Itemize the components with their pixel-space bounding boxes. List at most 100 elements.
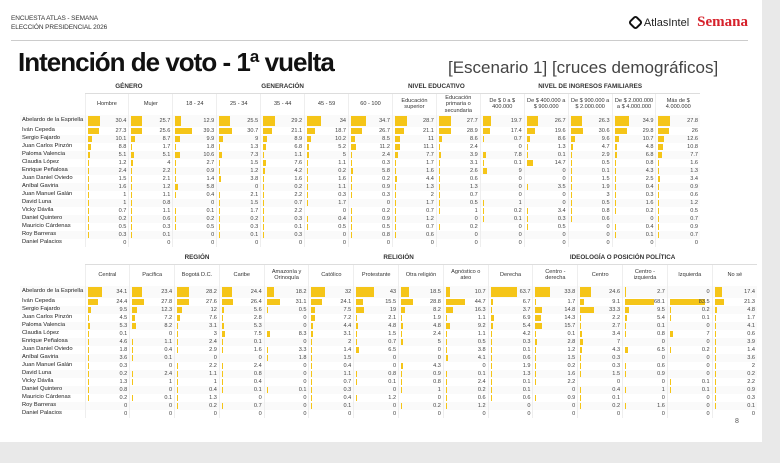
- value-cell: 0: [655, 239, 700, 247]
- value-cell: 25.6: [128, 127, 173, 135]
- value-bar: [445, 387, 447, 393]
- value-bar: [401, 287, 409, 297]
- value-text: 0: [518, 144, 522, 150]
- column-header: 60 - 100: [348, 93, 393, 115]
- value-bar: [570, 168, 572, 174]
- value-bar: [614, 176, 616, 182]
- value-cell: 0.4: [129, 346, 175, 354]
- value-cell: 1.2: [128, 183, 173, 191]
- value-bar: [445, 347, 448, 353]
- value-bar: [132, 299, 144, 305]
- value-bar: [219, 216, 221, 222]
- value-text: 1.3: [557, 144, 566, 150]
- value-text: 2.7: [612, 323, 621, 329]
- value-bar: [87, 176, 89, 182]
- value-text: 0: [255, 184, 259, 190]
- value-bar: [394, 136, 400, 142]
- candidate-name: Juan Carlos Pinzón: [22, 143, 73, 150]
- value-text: 0: [706, 395, 710, 401]
- value-cell: 0: [479, 183, 525, 191]
- value-cell: 1.2: [216, 167, 261, 175]
- value-bar: [482, 128, 491, 134]
- value-cell: 0.2: [479, 207, 525, 215]
- value-text: 0.3: [382, 160, 390, 166]
- value-cell: 9.5: [622, 306, 668, 314]
- value-text: 5.6: [253, 307, 262, 313]
- value-cell: 0.7: [655, 215, 700, 223]
- value-bar: [570, 192, 572, 198]
- value-bar: [307, 152, 310, 158]
- value-cell: 21.1: [391, 127, 437, 135]
- value-text: 0: [527, 411, 531, 417]
- value-text: 16.3: [474, 307, 486, 313]
- value-cell: 1.7: [216, 207, 261, 215]
- value-bar: [658, 116, 671, 126]
- value-text: 2.2: [209, 363, 217, 369]
- value-text: 25.6: [159, 128, 171, 134]
- value-text: 0.1: [162, 232, 171, 238]
- value-bar: [177, 287, 189, 297]
- value-bar: [219, 152, 223, 158]
- value-cell: 3.1: [435, 159, 481, 167]
- value-text: 0.1: [645, 232, 654, 238]
- value-text: 0.7: [426, 208, 434, 214]
- value-text: 12.6: [687, 136, 698, 142]
- table-row: David Luna 1 0.8 0 1.5 0.7 1.7 0 1.7 0.5 1 0 0.5 1.6 1…: [20, 199, 700, 207]
- value-cell: 23.4: [129, 286, 175, 298]
- value-bar: [177, 403, 179, 409]
- value-text: 0.3: [119, 363, 128, 369]
- value-cell: 1: [479, 199, 525, 207]
- value-text: 0.5: [470, 200, 478, 206]
- value-bar: [614, 128, 628, 134]
- value-bar: [351, 136, 355, 142]
- value-text: 0.9: [382, 216, 390, 222]
- value-text: 0.8: [382, 232, 390, 238]
- crosstab-table-1: GÉNERO GENERACIÓN NIVEL EDUCATIVO NIVEL DE …: [20, 82, 700, 247]
- value-text: 1.6: [567, 371, 576, 377]
- value-cell: 0.2: [398, 402, 444, 410]
- value-cell: 0: [611, 215, 656, 223]
- value-text: 0: [258, 355, 262, 361]
- value-cell: 1.6: [655, 159, 700, 167]
- value-cell: 2.9: [174, 346, 220, 354]
- value-text: 1.3: [209, 395, 217, 401]
- value-text: 0.6: [522, 355, 531, 361]
- value-bar: [219, 168, 221, 174]
- value-text: 7: [616, 339, 621, 345]
- value-cell: 0: [435, 215, 481, 223]
- value-bar: [87, 208, 89, 214]
- value-bar: [263, 192, 265, 198]
- value-text: 1.1: [164, 339, 173, 345]
- value-cell: 30.6: [567, 127, 613, 135]
- group-header: GENERACIÓN: [172, 82, 393, 94]
- kicker-line-1: ENCUESTA ATLAS - SEMANA: [11, 15, 99, 22]
- value-cell: 0: [622, 338, 668, 346]
- value-cell: 4.3: [398, 362, 444, 370]
- value-text: 2.4: [477, 379, 486, 385]
- value-bar: [535, 371, 537, 377]
- value-bar: [625, 371, 627, 377]
- value-bar: [482, 208, 484, 214]
- value-cell: 12: [174, 306, 220, 314]
- value-bar: [219, 160, 221, 166]
- value-cell: 0.2: [216, 215, 261, 223]
- value-bar: [490, 371, 492, 377]
- value-text: 0.9: [657, 371, 665, 377]
- value-bar: [580, 287, 591, 297]
- value-cell: 3: [567, 191, 613, 199]
- value-text: 3.9: [470, 152, 478, 158]
- value-text: 28.2: [206, 289, 217, 295]
- value-text: 0: [211, 240, 215, 246]
- value-text: 39.3: [203, 128, 215, 134]
- value-text: 0.1: [343, 403, 352, 409]
- value-bar: [714, 315, 716, 321]
- value-text: 1.7: [426, 160, 434, 166]
- table-row: Iván Cepeda 24.4 27.8 27.6 26.4 31.1 24.1 15.5 2…: [20, 298, 757, 306]
- value-bar: [394, 216, 396, 222]
- value-text: 1.3: [522, 371, 531, 377]
- value-cell: 2.9: [567, 151, 613, 159]
- value-text: 3.6: [747, 355, 755, 361]
- value-bar: [614, 168, 617, 174]
- value-cell: 1.2: [391, 215, 437, 223]
- value-bar: [356, 287, 375, 297]
